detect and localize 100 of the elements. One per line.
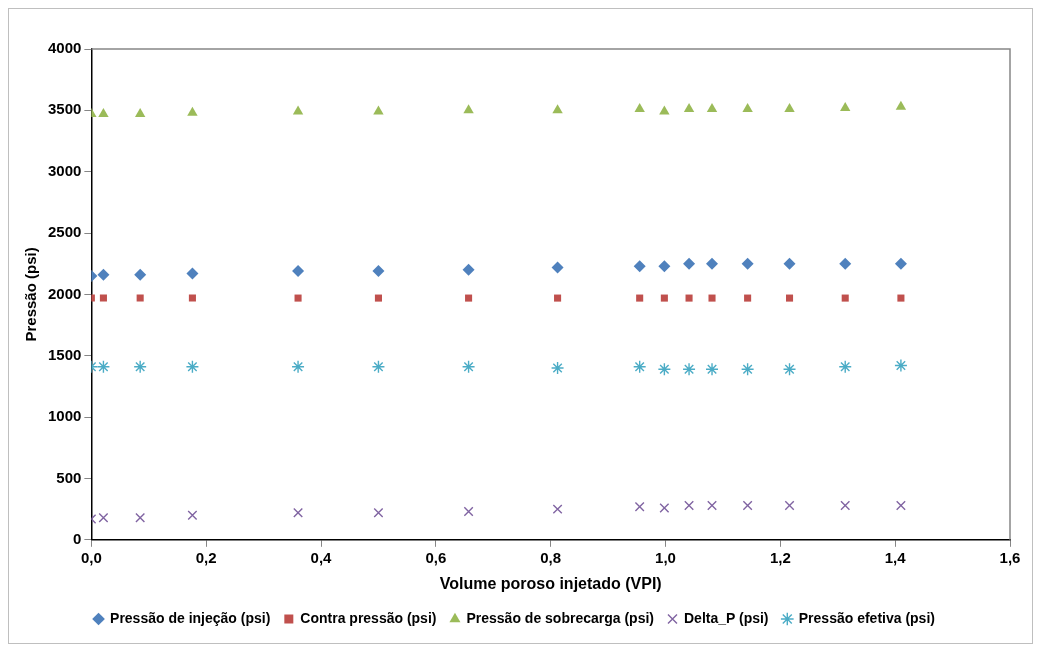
y-tick-label: 2500 [47, 223, 82, 241]
point [742, 500, 753, 511]
point [373, 507, 384, 518]
legend-label: Contra pressão (psi) [300, 609, 437, 626]
y-axis-title: Pressão (psi) [22, 247, 40, 342]
point [552, 104, 563, 114]
point [187, 106, 198, 116]
point [98, 512, 109, 523]
point [683, 103, 695, 113]
point [894, 257, 907, 270]
y-tick-label: 3000 [47, 161, 82, 179]
y-tick-label: 4000 [47, 39, 82, 57]
point [371, 360, 386, 374]
x-axis-title: Volume poroso injetado (VPI) [439, 574, 662, 592]
point [188, 294, 196, 302]
point [294, 294, 302, 302]
point [98, 108, 109, 118]
point [785, 294, 794, 302]
legend-label: Delta_P (psi) [683, 609, 769, 626]
point [657, 362, 672, 376]
x-tick-label: 0,0 [80, 548, 102, 566]
point [463, 104, 474, 114]
point [465, 294, 473, 302]
point [685, 294, 693, 302]
point [682, 362, 696, 376]
point [462, 263, 475, 276]
point [741, 257, 754, 270]
point [838, 360, 852, 374]
point [783, 257, 796, 270]
point [784, 103, 795, 113]
x-tick-label: 1,2 [769, 548, 791, 566]
point [707, 500, 717, 511]
point [897, 294, 905, 302]
x-tick-label: 0,8 [540, 548, 562, 566]
point [706, 103, 718, 113]
legend-label: Pressão de injeção (psi) [110, 609, 271, 626]
point [708, 294, 716, 302]
point [632, 360, 647, 374]
point [292, 105, 304, 115]
point [658, 260, 671, 273]
y-tick-label: 3500 [47, 100, 82, 118]
point [634, 501, 645, 512]
point [292, 265, 305, 278]
x-tick-label: 1,4 [884, 548, 907, 566]
point [187, 510, 198, 521]
point [634, 103, 645, 113]
point [552, 504, 563, 515]
point [463, 506, 474, 517]
point [186, 267, 199, 280]
point [784, 500, 795, 511]
point [895, 500, 906, 511]
y-tick-label: 2000 [47, 284, 82, 302]
point [684, 500, 694, 511]
point [839, 257, 852, 270]
x-tick-label: 1,0 [655, 548, 676, 566]
point [659, 105, 670, 115]
point [782, 362, 797, 376]
point [185, 360, 200, 374]
point [554, 294, 562, 302]
point [660, 294, 668, 302]
point [706, 257, 719, 270]
point [133, 360, 147, 374]
point [135, 512, 146, 523]
point [840, 500, 851, 511]
point [293, 507, 303, 518]
point [374, 294, 382, 302]
point [99, 294, 107, 302]
point [551, 261, 564, 274]
point [636, 294, 644, 302]
x-tick-label: 1,6 [999, 548, 1021, 566]
legend-label: Pressão efetiva (psi) [798, 609, 935, 626]
point [291, 360, 305, 374]
point [740, 362, 755, 376]
point [461, 360, 476, 374]
point [134, 268, 147, 281]
point [894, 358, 908, 373]
point [841, 294, 849, 302]
point [96, 360, 111, 374]
point [633, 260, 646, 273]
point [373, 105, 384, 115]
point [97, 268, 110, 281]
y-tick-label: 500 [56, 468, 82, 486]
point [744, 294, 752, 302]
x-tick-label: 0,6 [425, 548, 447, 566]
point [840, 101, 851, 111]
point [742, 103, 753, 113]
x-tick-label: 0,2 [195, 548, 217, 566]
point [895, 100, 907, 110]
point [550, 361, 565, 375]
y-tick-label: 1000 [47, 407, 82, 425]
point [136, 294, 144, 302]
legend-label: Pressão de sobrecarga (psi) [466, 609, 654, 626]
x-tick-label: 0,4 [310, 548, 333, 566]
point [134, 108, 146, 118]
point [705, 362, 719, 376]
y-tick-label: 0 [73, 529, 82, 547]
point [372, 265, 385, 278]
point [683, 257, 696, 270]
point [659, 502, 670, 513]
y-tick-label: 1500 [47, 345, 82, 363]
